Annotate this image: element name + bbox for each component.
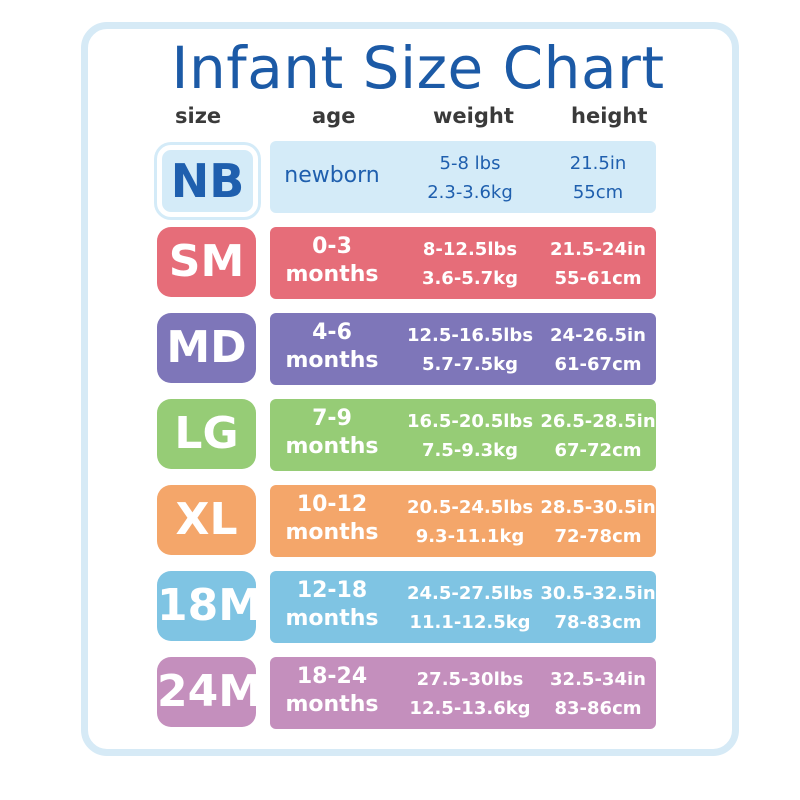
size-badge: MD — [157, 313, 256, 383]
height-in: 32.5-34in — [550, 669, 646, 690]
age-value: 0-3 months — [270, 233, 394, 289]
age-range: 4-6 — [312, 320, 352, 345]
weight-kg: 3.6-5.7kg — [421, 268, 519, 289]
header-size: size — [175, 104, 222, 128]
size-row-bar: 7-9 months 16.5-20.5lbs 7.5-9.3kg 26.5-28.5i… — [270, 399, 656, 471]
weight-kg: 12.5-13.6kg — [409, 698, 531, 719]
age-unit: months — [285, 262, 379, 287]
size-badge: XL — [157, 485, 256, 555]
size-badge: 18M — [157, 571, 262, 641]
height-in: 21.5in — [569, 153, 627, 174]
age-value: 10-12 months — [270, 491, 394, 547]
weight-lbs: 12.5-16.5lbs — [406, 325, 534, 346]
size-row-bar: 12-18 months 24.5-27.5lbs 11.1-12.5kg 30.5-3… — [270, 571, 656, 643]
chart-title: Infant Size Chart — [171, 34, 665, 102]
age-unit: months — [285, 520, 379, 545]
age-range: 10-12 — [296, 492, 368, 517]
size-row-bar: 0-3 months 8-12.5lbs 3.6-5.7kg 21.5-24in 55-6… — [270, 227, 656, 299]
age-unit: months — [285, 606, 379, 631]
age-range: 12-18 — [296, 578, 368, 603]
height-in: 24-26.5in — [550, 325, 646, 346]
age-range: 0-3 — [312, 234, 352, 259]
age-unit: months — [285, 434, 379, 459]
height-cm: 61-67cm — [554, 354, 642, 375]
height-in: 28.5-30.5in — [540, 497, 656, 518]
height-cm: 67-72cm — [554, 440, 642, 461]
height-in: 21.5-24in — [550, 239, 646, 260]
weight-kg: 7.5-9.3kg — [421, 440, 519, 461]
age-value: 18-24 months — [270, 663, 394, 719]
weight-kg: 11.1-12.5kg — [409, 612, 531, 633]
age-value: 7-9 months — [270, 405, 394, 461]
size-badge: NB — [157, 145, 258, 217]
age-range: 18-24 — [296, 664, 368, 689]
age-unit: months — [285, 692, 379, 717]
age-value: 12-18 months — [270, 577, 394, 633]
size-badge: SM — [157, 227, 256, 297]
weight-lbs: 16.5-20.5lbs — [406, 411, 534, 432]
height-in: 26.5-28.5in — [540, 411, 656, 432]
age-value: newborn — [284, 163, 380, 188]
size-row-bar: 4-6 months 12.5-16.5lbs 5.7-7.5kg 24-26.5in 6… — [270, 313, 656, 385]
weight-lbs: 5-8 lbs — [439, 153, 501, 174]
weight-kg: 9.3-11.1kg — [415, 526, 525, 547]
weight-lbs: 20.5-24.5lbs — [406, 497, 534, 518]
weight-lbs: 8-12.5lbs — [422, 239, 518, 260]
weight-kg: 2.3-3.6kg — [427, 182, 513, 203]
weight-kg: 5.7-7.5kg — [421, 354, 519, 375]
height-cm: 78-83cm — [554, 612, 642, 633]
height-cm: 55-61cm — [554, 268, 642, 289]
size-row-bar: 10-12 months 20.5-24.5lbs 9.3-11.1kg 28.5-30… — [270, 485, 656, 557]
size-row-bar: newborn 5-8 lbs 2.3-3.6kg 21.5in 55cm — [270, 141, 656, 213]
weight-lbs: 24.5-27.5lbs — [406, 583, 534, 604]
weight-lbs: 27.5-30lbs — [416, 669, 524, 690]
header-weight: weight — [433, 104, 514, 128]
height-cm: 83-86cm — [554, 698, 642, 719]
size-row-bar: 18-24 months 27.5-30lbs 12.5-13.6kg 32.5-34i… — [270, 657, 656, 729]
age-value: 4-6 months — [270, 319, 394, 375]
height-in: 30.5-32.5in — [540, 583, 656, 604]
size-badge: 24M — [157, 657, 262, 727]
chart-frame — [81, 22, 739, 756]
header-age: age — [312, 104, 356, 128]
height-cm: 55cm — [572, 182, 624, 203]
age-unit: months — [285, 348, 379, 373]
height-cm: 72-78cm — [554, 526, 642, 547]
age-range: 7-9 — [312, 406, 352, 431]
header-height: height — [571, 104, 648, 128]
size-badge: LG — [157, 399, 256, 469]
